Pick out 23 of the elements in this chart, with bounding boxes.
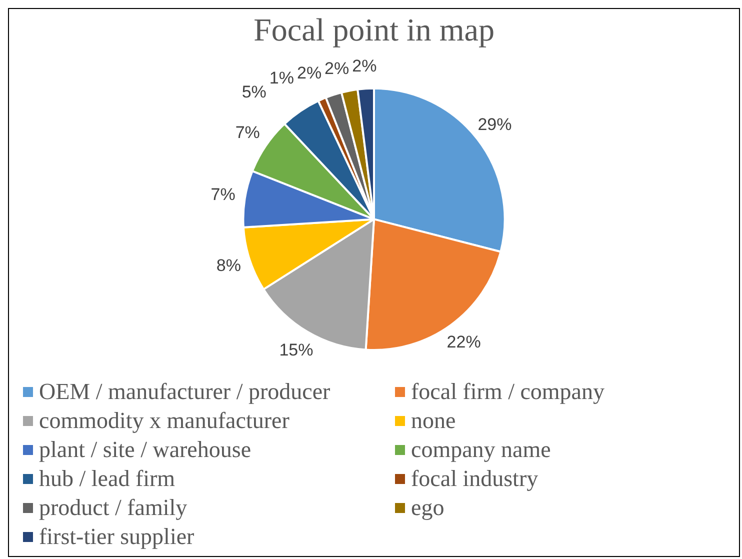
data-label: 5% — [242, 82, 266, 102]
data-label: 22% — [446, 332, 481, 352]
data-label: 1% — [269, 68, 294, 88]
legend-label: first-tier supplier — [39, 523, 194, 551]
legend-label: product / family — [39, 494, 188, 522]
legend-label: OEM / manufacturer / producer — [39, 378, 330, 406]
data-label: 2% — [352, 56, 377, 76]
chart-title: Focal point in map — [254, 12, 494, 48]
legend-label: hub / lead firm — [39, 465, 176, 493]
legend-label: focal firm / company — [411, 378, 605, 406]
data-label: 2% — [296, 64, 322, 83]
data-label: 7% — [210, 184, 236, 204]
legend-label: plant / site / warehouse — [39, 436, 252, 464]
legend-label: ego — [411, 494, 444, 522]
legend-label: commodity x manufacturer — [39, 407, 290, 435]
data-label: 2% — [324, 58, 350, 78]
legend-label: company name — [411, 436, 551, 464]
legend-label: focal industry — [411, 465, 538, 493]
data-label: 7% — [235, 123, 260, 142]
data-label: 15% — [279, 340, 314, 360]
data-label: 8% — [216, 256, 241, 276]
data-label: 29% — [478, 115, 512, 134]
legend-label: none — [411, 407, 456, 435]
